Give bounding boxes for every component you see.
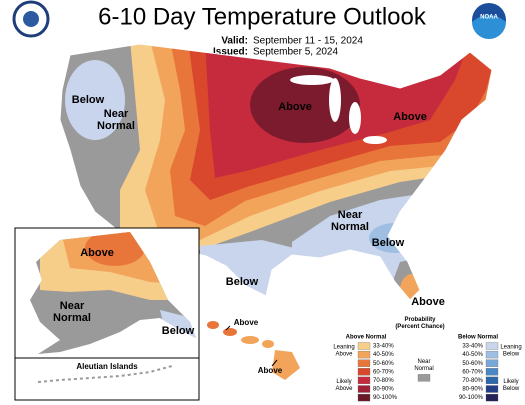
legend-group-label: Likely: [503, 379, 518, 385]
lake: [329, 78, 341, 122]
issued-label: Issued:: [213, 47, 248, 58]
legend: Probability(Percent Chance) Above Normal B…: [333, 317, 522, 402]
hawaii: [207, 321, 300, 380]
issued-date: September 5, 2024: [253, 47, 338, 58]
legend-swatch: [357, 376, 371, 385]
legend-bin-label: 70-80%: [462, 378, 483, 384]
valid-label: Valid:: [221, 36, 248, 47]
legend-swatch: [485, 359, 499, 367]
legend-group-label: Above: [335, 386, 353, 392]
island: [241, 336, 259, 344]
legend-title: Probability: [404, 317, 436, 323]
island: [262, 340, 274, 348]
legend-bin-label: 60-70%: [462, 369, 483, 375]
legend-group-label: Leaning: [333, 344, 354, 350]
region-label: Near: [104, 108, 129, 120]
lake: [363, 136, 387, 144]
legend-group-label: Below: [503, 386, 520, 392]
legend-group-label: Likely: [336, 379, 351, 385]
legend-group-label: Below: [503, 351, 520, 357]
legend-header: Above Normal: [346, 335, 387, 341]
legend-bin-label: 80-90%: [462, 387, 483, 393]
legend-bin-label: 90-100%: [373, 395, 398, 401]
legend-swatch: [357, 385, 371, 393]
legend-swatch: [485, 393, 499, 402]
hawaii-label: Above: [258, 366, 283, 375]
legend-swatch: [357, 359, 371, 367]
region-label: Above: [278, 101, 312, 113]
legend-swatch: [485, 376, 499, 385]
legend-swatch: [357, 342, 371, 350]
legend-swatch: [485, 385, 499, 393]
region-label: Below: [372, 237, 405, 249]
island: [223, 328, 237, 336]
legend-swatch: [485, 342, 499, 350]
region-label: Near: [60, 300, 85, 312]
legend-bin-label: 90-100%: [459, 395, 484, 401]
legend-bin-label: 40-50%: [462, 352, 483, 358]
lake: [349, 102, 361, 134]
above-50: [85, 232, 145, 266]
legend-group-label: Leaning: [500, 344, 521, 350]
legend-bin-label: 80-90%: [373, 387, 394, 393]
conus-labels: BelowNearNormalAboveAboveNearNormalBelow…: [72, 94, 445, 308]
region-label: Above: [411, 296, 445, 308]
legend-bin-label: 33-40%: [373, 344, 394, 350]
legend-header: Below Normal: [458, 335, 498, 341]
legend-bin-label: 70-80%: [373, 378, 394, 384]
legend-group-label: Near: [417, 359, 430, 365]
legend-bin-label: 40-50%: [373, 352, 394, 358]
legend-title: (Percent Chance): [395, 324, 444, 330]
region-label: Below: [226, 276, 259, 288]
noaa-text: NOAA: [480, 15, 498, 21]
region-label: Near: [338, 209, 363, 221]
legend-swatch: [417, 374, 431, 382]
legend-bin-label: 50-60%: [462, 361, 483, 367]
island: [207, 321, 219, 329]
region-label: Above: [80, 247, 114, 259]
aleutian-label: Aleutian Islands: [76, 362, 138, 371]
island: [272, 350, 300, 380]
pointer: [225, 325, 231, 331]
aleutian-inset: [14, 357, 200, 401]
legend-swatch: [485, 368, 499, 376]
legend-bin-label: 33-40%: [462, 344, 483, 350]
pointer: [271, 359, 278, 367]
legend-bin-label: 50-60%: [373, 361, 394, 367]
below-area: [65, 60, 125, 140]
noaa-wave: [472, 15, 506, 39]
region-label: Normal: [331, 221, 369, 233]
legend-swatch: [485, 350, 499, 359]
hawaii-label: Above: [234, 318, 259, 327]
region-label: Normal: [97, 120, 135, 132]
legend-swatch: [357, 350, 371, 359]
doc-seal-center: [23, 11, 39, 27]
legend-bin-label: 60-70%: [373, 369, 394, 375]
legend-group-label: Normal: [414, 366, 433, 372]
lake: [290, 75, 334, 85]
aleutian-chain: [37, 365, 173, 383]
region-label: Above: [393, 111, 427, 123]
legend-group-label: Above: [335, 351, 353, 357]
region-label: Below: [162, 325, 195, 337]
region-label: Below: [72, 94, 105, 106]
region-label: Normal: [53, 312, 91, 324]
legend-swatch: [357, 368, 371, 376]
title: 6-10 Day Temperature Outlook: [98, 3, 427, 30]
legend-swatch: [357, 393, 371, 402]
valid-dates: September 11 - 15, 2024: [253, 36, 363, 47]
